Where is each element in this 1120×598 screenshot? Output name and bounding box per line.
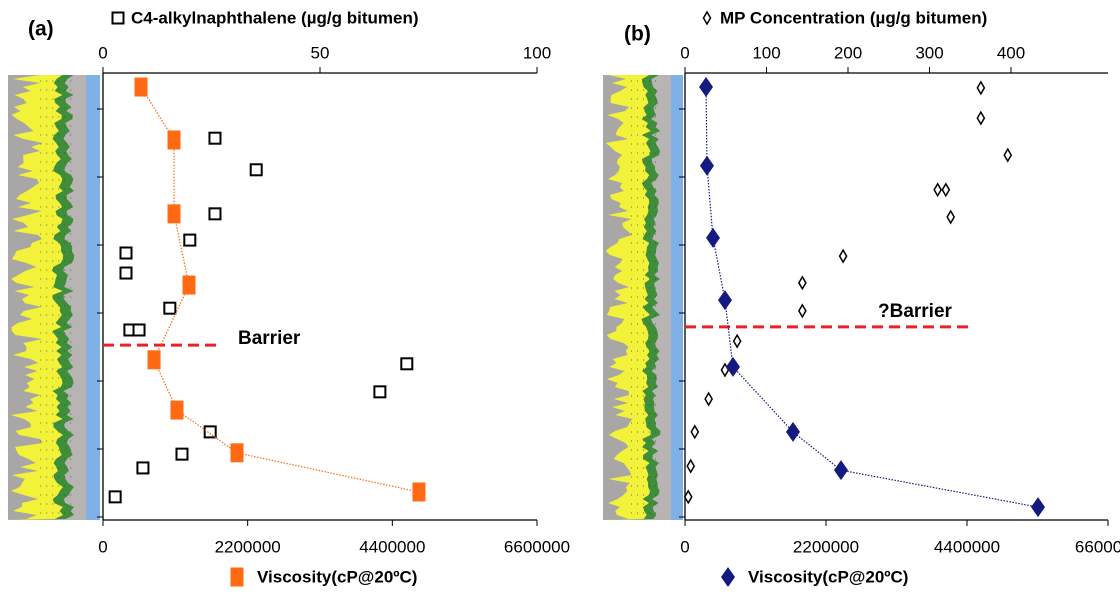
legend-label: MP Concentration (µg/g bitumen) xyxy=(720,8,987,27)
data-point xyxy=(976,80,986,96)
top-tick-label: 200 xyxy=(834,43,862,62)
bottom-tick-label: 4400000 xyxy=(359,537,425,556)
data-point xyxy=(706,227,721,248)
series-line xyxy=(140,86,420,493)
data-point xyxy=(175,447,189,461)
data-point xyxy=(136,461,150,475)
top-tick-label: 0 xyxy=(680,43,689,62)
data-point xyxy=(167,130,181,150)
data-point xyxy=(732,333,742,349)
top-tick-label: 400 xyxy=(997,43,1025,62)
data-point xyxy=(119,266,133,280)
data-point xyxy=(683,489,693,505)
data-point xyxy=(203,425,217,439)
legend-marker xyxy=(721,567,735,587)
panel-label: (b) xyxy=(624,23,651,46)
legend-marker xyxy=(702,10,712,26)
panel: (b) 0 100 200 300 400 0 2200000 4400000 6600000 ?B… xyxy=(603,8,1120,587)
data-point xyxy=(183,233,197,247)
data-point xyxy=(717,290,732,311)
data-point xyxy=(797,275,807,291)
data-point xyxy=(249,163,263,177)
data-point xyxy=(147,350,161,370)
barrier-label: Barrier xyxy=(238,328,301,349)
top-tick-label: 100 xyxy=(752,43,780,62)
data-point xyxy=(230,443,244,463)
data-point xyxy=(785,421,800,442)
bottom-tick-label: 6600000 xyxy=(1075,537,1120,556)
legend-marker xyxy=(111,11,125,25)
data-point xyxy=(699,77,714,98)
legend-label: C4-alkylnaphthalene (µg/g bitumen) xyxy=(131,8,419,27)
log-shale xyxy=(8,75,43,520)
data-point xyxy=(797,303,807,319)
data-point xyxy=(373,385,387,399)
bottom-tick-label: 0 xyxy=(680,537,689,556)
legend-label: Viscosity(cP@20ºC) xyxy=(257,567,417,586)
top-tick-label: 50 xyxy=(311,43,330,62)
data-point xyxy=(686,458,696,474)
data-point xyxy=(208,131,222,145)
top-tick-label: 300 xyxy=(915,43,943,62)
panel: (a) 0 50 100 0 2200000 4400000 6600000 Barrier C4… xyxy=(8,8,570,587)
data-point xyxy=(119,246,133,260)
data-point xyxy=(400,357,414,371)
bottom-tick-label: 6600000 xyxy=(504,537,570,556)
log-shale xyxy=(603,75,633,520)
data-point xyxy=(838,248,848,264)
log-water xyxy=(86,75,100,520)
top-tick-label: 0 xyxy=(98,43,107,62)
data-point xyxy=(1031,497,1046,518)
data-point xyxy=(933,182,943,198)
data-point xyxy=(167,204,181,224)
data-point xyxy=(132,323,146,337)
data-point xyxy=(704,391,714,407)
data-point xyxy=(941,182,951,198)
data-point xyxy=(182,275,196,295)
data-point xyxy=(108,490,122,504)
data-point xyxy=(726,356,741,377)
panel-label: (a) xyxy=(28,18,54,41)
bottom-tick-label: 2200000 xyxy=(793,537,859,556)
data-point xyxy=(412,482,426,502)
data-point xyxy=(163,301,177,315)
legend-label: Viscosity(cP@20ºC) xyxy=(748,567,908,586)
data-point xyxy=(976,110,986,126)
log-water xyxy=(671,75,683,520)
top-tick-label: 100 xyxy=(523,43,551,62)
bottom-tick-label: 4400000 xyxy=(934,537,1000,556)
bottom-tick-label: 2200000 xyxy=(215,537,281,556)
series-line xyxy=(705,87,1039,508)
data-point xyxy=(699,155,714,176)
barrier-label: ?Barrier xyxy=(878,301,953,322)
legend-marker xyxy=(230,567,244,587)
data-point xyxy=(833,460,848,481)
bottom-tick-label: 0 xyxy=(98,537,107,556)
data-point xyxy=(170,400,184,420)
data-point xyxy=(946,209,956,225)
data-point xyxy=(134,77,148,97)
data-point xyxy=(690,424,700,440)
data-point xyxy=(1003,147,1013,163)
data-point xyxy=(208,207,222,221)
